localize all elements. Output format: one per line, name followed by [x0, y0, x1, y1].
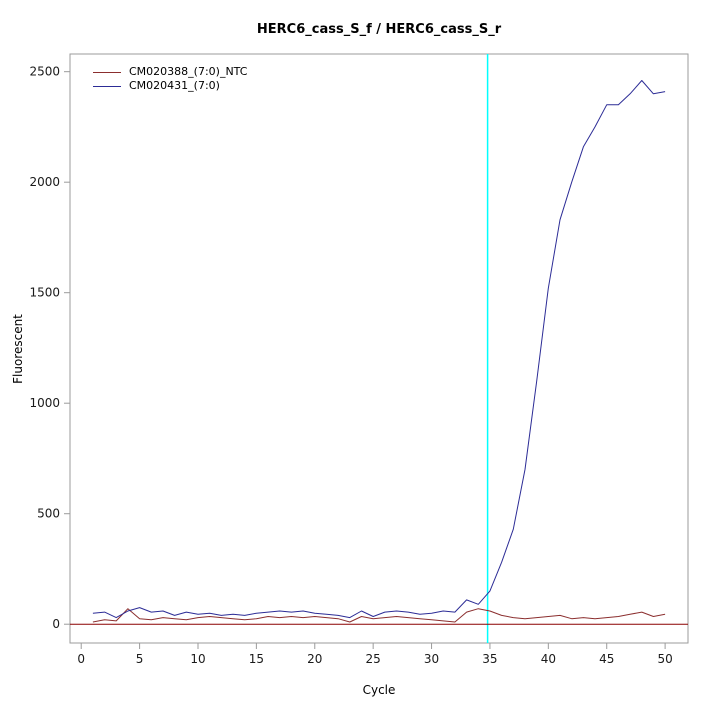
series-line-1: [92, 80, 666, 619]
svg-text:10: 10: [190, 652, 205, 666]
legend-label-ntc: CM020388_(7:0)_NTC: [129, 65, 248, 78]
series-line-0: [92, 608, 666, 623]
svg-text:35: 35: [482, 652, 497, 666]
legend: CM020388_(7:0)_NTC CM020431_(7:0): [93, 65, 247, 93]
svg-text:45: 45: [599, 652, 614, 666]
svg-text:50: 50: [657, 652, 672, 666]
svg-text:2500: 2500: [29, 65, 60, 79]
svg-text:20: 20: [307, 652, 322, 666]
chart-title: HERC6_cass_S_f / HERC6_cass_S_r: [256, 22, 502, 37]
svg-text:30: 30: [424, 652, 439, 666]
svg-text:5: 5: [136, 652, 144, 666]
legend-line-swatch-blue: [93, 85, 121, 87]
legend-item-sample: CM020431_(7:0): [93, 79, 247, 93]
svg-text:15: 15: [249, 652, 264, 666]
legend-item-ntc: CM020388_(7:0)_NTC: [93, 65, 247, 79]
svg-text:40: 40: [541, 652, 556, 666]
svg-text:500: 500: [37, 507, 60, 521]
x-axis-label: Cycle: [362, 683, 396, 697]
svg-text:25: 25: [366, 652, 381, 666]
y-axis-ticks: 0 500 1000 1500 2000 2500: [29, 65, 70, 631]
svg-text:2000: 2000: [29, 175, 60, 189]
legend-line-swatch-red: [93, 71, 121, 73]
svg-text:1500: 1500: [29, 286, 60, 300]
svg-text:1000: 1000: [29, 396, 60, 410]
svg-text:0: 0: [52, 617, 60, 631]
x-axis-ticks: 0 5 10 15 20 25 30 35 40 45 50: [77, 643, 673, 666]
svg-text:0: 0: [77, 652, 85, 666]
plot-box: [69, 53, 689, 644]
legend-label-sample: CM020431_(7:0): [129, 79, 220, 92]
